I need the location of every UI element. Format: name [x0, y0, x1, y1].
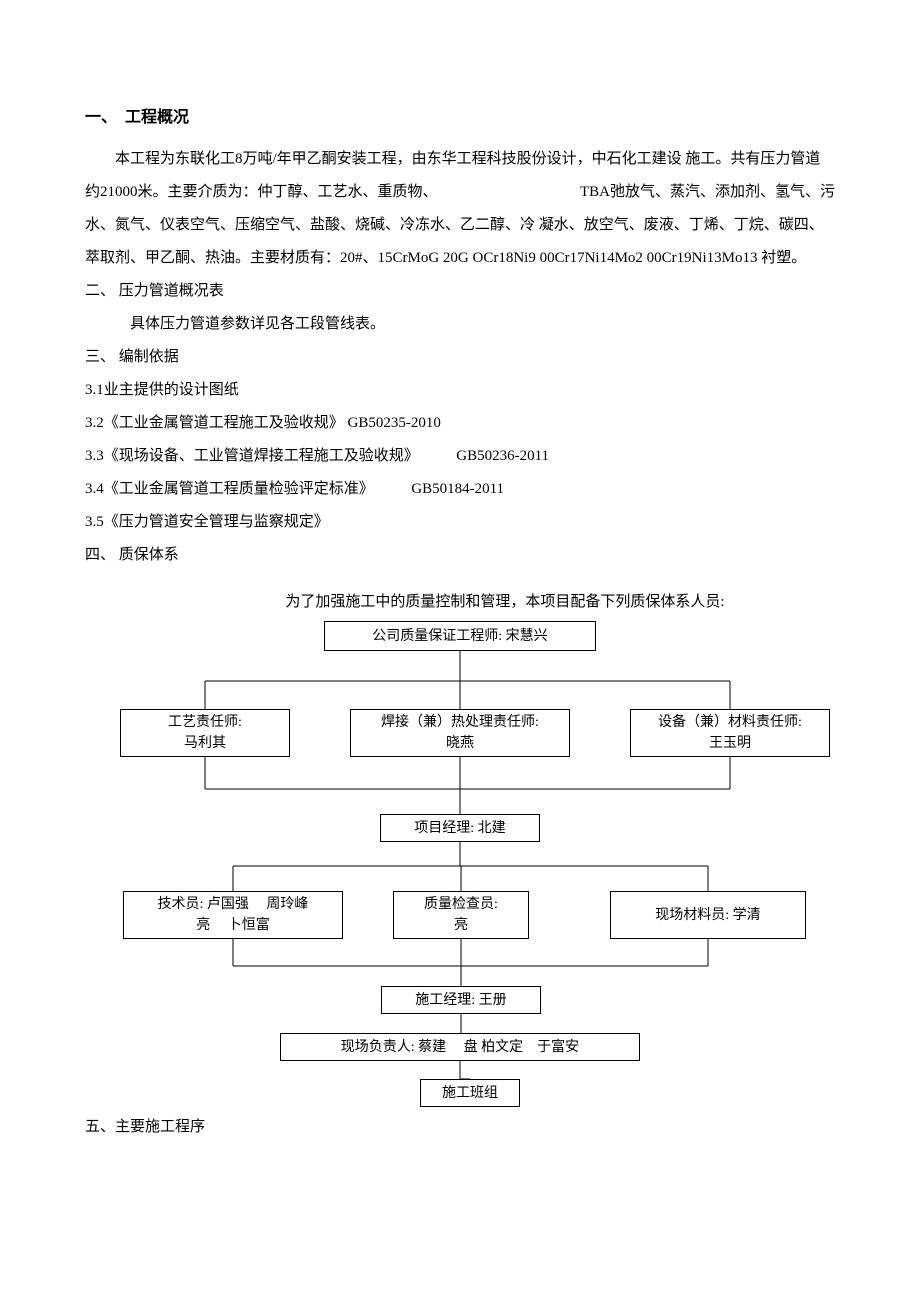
org-node: 项目经理: 北建 — [380, 814, 540, 842]
section-1-heading: 一、 工程概况 — [85, 100, 835, 135]
org-node-label: 焊接（兼）热处理责任师: — [381, 712, 539, 733]
org-node-label: 技术员: 卢国强 周玲峰 — [158, 894, 309, 915]
section-3-item: 3.1业主提供的设计图纸 — [85, 374, 835, 407]
section-3-item: 3.5《压力管道安全管理与监察规定》 — [85, 506, 835, 539]
org-node: 现场材料员: 学清 — [610, 891, 806, 939]
section-2-heading: 二、 压力管道概况表 — [85, 275, 835, 308]
org-node-label: 施工班组 — [442, 1083, 498, 1104]
org-node-label: 亮 — [454, 915, 468, 936]
section-1-paragraph: 本工程为东联化工8万吨/年甲乙酮安装工程，由东华工程科技股份设计，中石化工建设 … — [85, 143, 835, 275]
org-node-label: 施工经理: 王册 — [415, 990, 506, 1011]
org-node: 施工班组 — [420, 1079, 520, 1107]
org-chart: 公司质量保证工程师: 宋慧兴工艺责任师:马利其 焊接（兼）热处理责任师:晓燕 设备（… — [85, 621, 835, 1111]
section-3-item: 3.2《工业金属管道工程施工及验收规》 GB50235-2010 — [85, 407, 835, 440]
org-node-label: 王玉明 — [709, 733, 751, 754]
section-4-heading: 四、 质保体系 — [85, 539, 835, 572]
chart-caption: 为了加强施工中的质量控制和管理，本项目配备下列质保体系人员: — [85, 586, 835, 619]
org-node: 技术员: 卢国强 周玲峰亮 卜恒富 — [123, 891, 343, 939]
org-node-label: 晓燕 — [446, 733, 474, 754]
org-node: 设备（兼）材料责任师:王玉明 — [630, 709, 830, 757]
org-node: 焊接（兼）热处理责任师:晓燕 — [350, 709, 570, 757]
org-node-label: 质量检查员: — [424, 894, 498, 915]
org-node-label: 公司质量保证工程师: 宋慧兴 — [372, 626, 547, 647]
org-node-label: 设备（兼）材料责任师: — [658, 712, 802, 733]
section-3-item: 3.4《工业金属管道工程质量检验评定标准》 GB50184-2011 — [85, 473, 835, 506]
org-node: 施工经理: 王册 — [381, 986, 541, 1014]
org-node: 质量检查员:亮 — [393, 891, 529, 939]
org-node-label: 项目经理: 北建 — [414, 818, 505, 839]
section-5-heading: 五、主要施工程序 — [85, 1111, 835, 1144]
org-node-label: 工艺责任师: — [168, 712, 242, 733]
org-node-label: 现场材料员: 学清 — [655, 905, 760, 926]
org-node-label: 亮 卜恒富 — [196, 915, 270, 936]
org-node-label: 马利其 — [184, 733, 226, 754]
org-node-label: 现场负责人: 蔡建 盘 柏文定 于富安 — [341, 1037, 579, 1058]
org-node: 现场负责人: 蔡建 盘 柏文定 于富安 — [280, 1033, 640, 1061]
org-node: 公司质量保证工程师: 宋慧兴 — [324, 621, 596, 651]
org-node: 工艺责任师:马利其 — [120, 709, 290, 757]
section-2-paragraph: 具体压力管道参数详见各工段管线表。 — [85, 308, 835, 341]
section-3-item: 3.3《现场设备、工业管道焊接工程施工及验收规》 GB50236-2011 — [85, 440, 835, 473]
section-3-heading: 三、 编制依据 — [85, 341, 835, 374]
